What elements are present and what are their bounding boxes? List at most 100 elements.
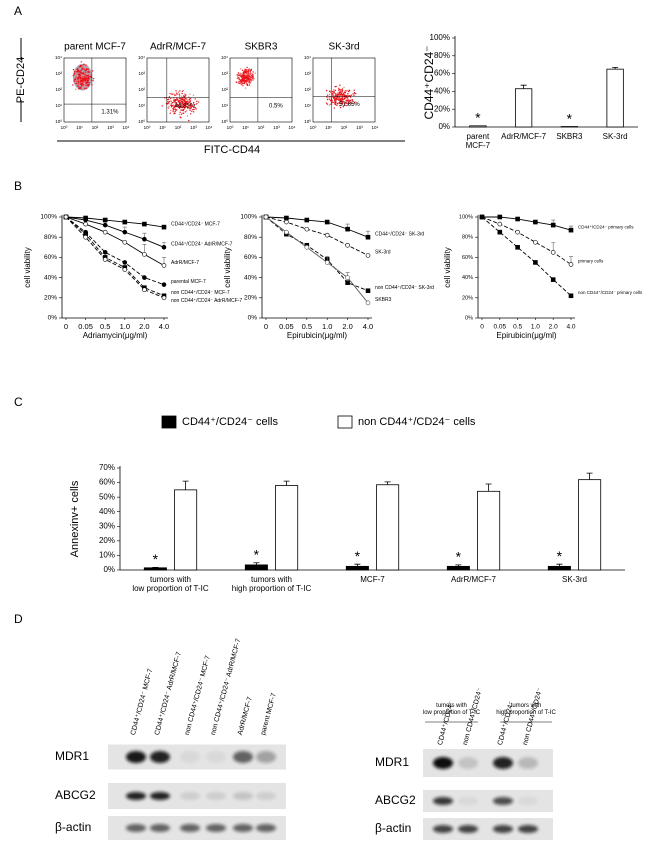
flow-event — [236, 74, 238, 76]
flow-y-tick-label: 10¹ — [55, 103, 62, 108]
flow-event — [345, 104, 348, 107]
blot-band — [233, 751, 253, 763]
flow-event — [176, 99, 178, 101]
point — [161, 263, 167, 268]
flow-event — [355, 92, 357, 95]
x-tick-label: 0.5 — [513, 324, 522, 331]
error-bar — [354, 563, 361, 567]
flow-event — [347, 93, 349, 95]
flow-event — [194, 98, 196, 100]
flow-event — [244, 77, 246, 80]
legend-swatch — [161, 415, 177, 429]
flow-event — [190, 113, 192, 115]
flow-event — [80, 80, 82, 83]
flow-event — [169, 109, 172, 112]
flow-event — [83, 83, 85, 85]
flow-event — [72, 74, 74, 77]
flow-event — [169, 112, 171, 114]
blot-band — [126, 751, 146, 763]
x-tick-label: tumors with low proportion of T-IC — [132, 575, 209, 593]
flow-event — [351, 98, 353, 101]
flow-event — [249, 73, 252, 75]
flow-x-tick-label: 10¹ — [325, 125, 332, 130]
flow-event — [77, 84, 80, 86]
flow-event — [346, 102, 348, 105]
flow-event — [184, 94, 187, 96]
flow-event — [241, 76, 243, 78]
series-line — [265, 216, 369, 238]
series-line — [265, 216, 369, 292]
flow-event — [169, 92, 171, 95]
x-tick-label: 0 — [64, 322, 68, 331]
point — [142, 275, 147, 280]
flow-event — [74, 78, 76, 80]
flow-event — [248, 76, 251, 79]
flow-event — [335, 93, 338, 95]
row-label: MDR1 — [375, 755, 409, 769]
group-label: tumors with low proportion of T-IC — [423, 703, 481, 716]
flow-event — [188, 107, 190, 109]
flow-event — [326, 96, 328, 98]
y-tick-label: 80% — [44, 234, 57, 241]
x-tick-label: 2.0 — [139, 322, 149, 331]
y-tick-label: 60% — [44, 254, 57, 261]
y-axis-title: cell viability — [23, 247, 32, 287]
flow-event — [238, 73, 240, 75]
point — [533, 219, 538, 225]
flow-event — [88, 78, 90, 80]
flow-event — [86, 84, 89, 86]
blot-band — [180, 824, 200, 832]
flow-event — [189, 108, 191, 110]
point — [102, 257, 108, 262]
x-tick-label: AdrR/MCF-7 — [501, 132, 546, 141]
flow-event — [345, 99, 347, 102]
flow-event — [332, 92, 335, 94]
lane-label: non CD44⁺/CD24⁻ — [462, 687, 484, 746]
flow-event — [170, 103, 172, 105]
flow-gate-label: 1.31% — [101, 110, 119, 116]
flow-event — [79, 82, 81, 84]
flow-event — [239, 79, 241, 81]
flow-x-tick-label: 10² — [92, 125, 99, 130]
lane-label: parent MCF-7 — [260, 692, 278, 736]
flow-y-tick-label: 10³ — [138, 71, 145, 76]
flow-event — [189, 100, 191, 102]
x-tick-label: 1.0 — [120, 322, 130, 331]
flow-event — [181, 103, 183, 105]
flow-event — [178, 95, 181, 97]
flow-event — [245, 80, 247, 83]
flow-event — [193, 103, 196, 106]
y-tick-label: 40% — [99, 507, 115, 516]
series-label: SKBR3 — [375, 297, 392, 303]
point — [83, 221, 88, 227]
flow-event — [182, 112, 184, 114]
flow-event — [173, 93, 175, 95]
flow-event — [236, 81, 238, 83]
flow-event — [248, 75, 250, 77]
series-label: CD44⁺/CD24⁻ SK-3rd — [375, 232, 424, 238]
blot-band — [433, 757, 453, 769]
flow-event — [78, 79, 80, 81]
series-line — [65, 216, 165, 248]
point — [497, 214, 503, 220]
flow-event — [189, 93, 191, 95]
flow-event — [246, 84, 248, 86]
flow-event — [181, 95, 183, 97]
flow-event — [238, 74, 240, 76]
flow-event — [348, 99, 350, 101]
flow-event — [190, 102, 192, 104]
series-label: SK-3rd — [375, 250, 391, 256]
series-line — [65, 216, 165, 297]
x-tick-label: 4.0 — [363, 322, 373, 331]
flow-event — [181, 90, 184, 93]
flow-event — [183, 106, 185, 109]
flow-title: AdrR/MCF-7 — [150, 42, 207, 53]
flow-event — [247, 70, 250, 72]
flow-x-tick-label: 10³ — [356, 125, 363, 130]
flow-event — [74, 88, 77, 91]
flow-event — [242, 82, 244, 84]
flow-event — [340, 91, 342, 93]
flow-event — [183, 93, 186, 95]
flow-event — [249, 74, 251, 76]
bar — [345, 565, 369, 571]
